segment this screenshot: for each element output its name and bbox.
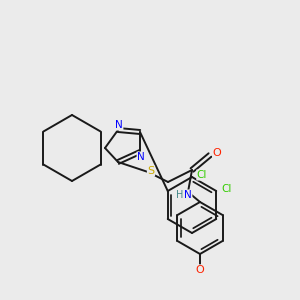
Text: N: N bbox=[115, 120, 123, 130]
Text: N: N bbox=[137, 152, 145, 162]
Text: H: H bbox=[176, 190, 184, 200]
Text: N: N bbox=[184, 190, 192, 200]
Text: O: O bbox=[213, 148, 221, 158]
Text: Cl: Cl bbox=[221, 184, 231, 194]
Text: S: S bbox=[147, 166, 155, 176]
Text: O: O bbox=[196, 265, 204, 275]
Text: Cl: Cl bbox=[197, 170, 207, 180]
